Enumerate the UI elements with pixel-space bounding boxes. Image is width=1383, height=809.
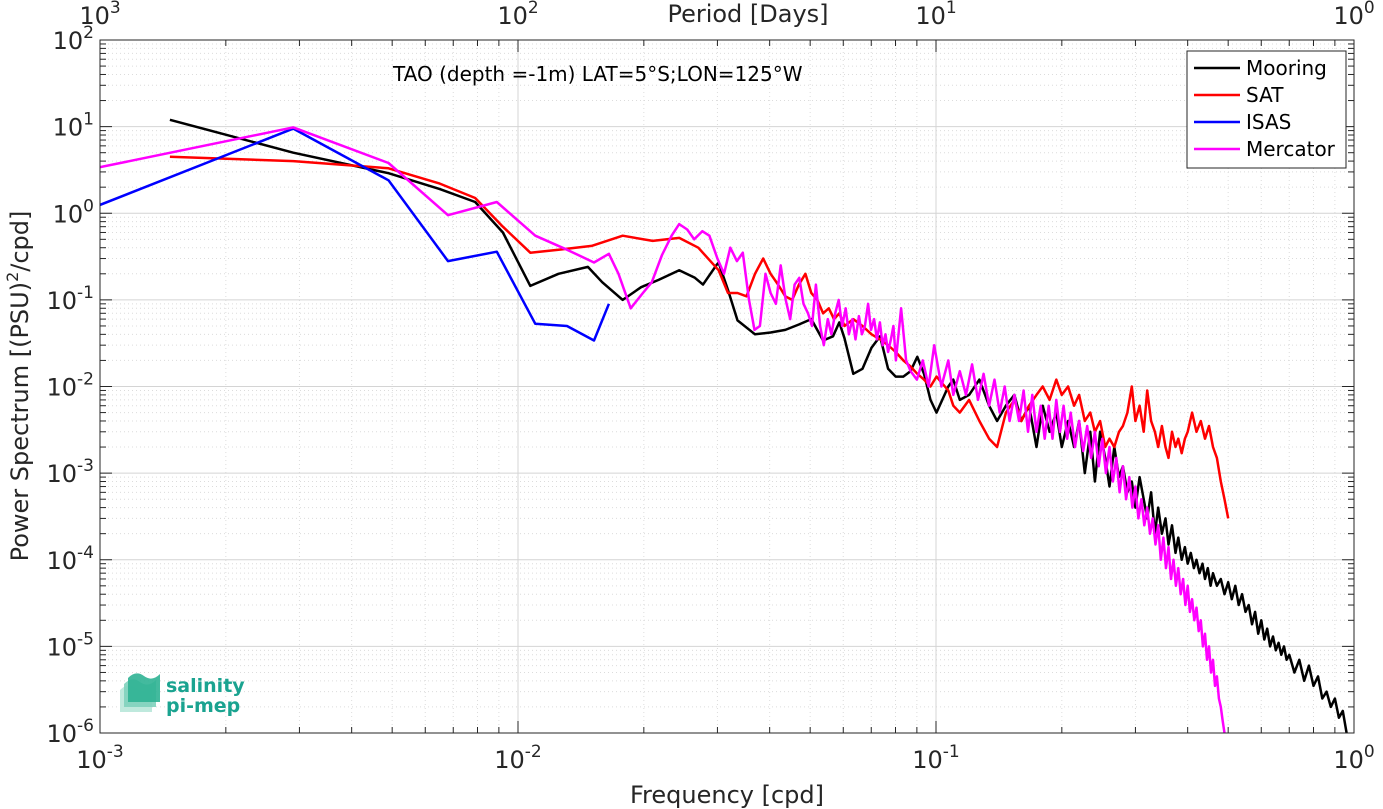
x2-tick-label-exponent: 3 (110, 0, 121, 18)
chart-annotation: TAO (depth =-1m) LAT=5°S;LON=125°W (392, 62, 803, 86)
y-tick-label: 10-3 (47, 456, 95, 488)
logo-waves-icon (120, 673, 160, 712)
x-tick-label-exponent: -3 (107, 742, 124, 762)
y-tick-label-base: 10 (53, 27, 84, 55)
y-axis-label-exponent: 2 (3, 272, 22, 282)
y-tick-label-base: 10 (53, 114, 84, 142)
y-tick-label-exponent: -2 (77, 370, 94, 390)
logo-text-line2: pi-mep (166, 695, 240, 717)
x-tick-label-exponent: -2 (525, 742, 542, 762)
x-tick-label-base: 10 (1333, 746, 1364, 774)
y-tick-label-exponent: -5 (77, 629, 94, 649)
y-tick-label: 100 (53, 196, 94, 228)
series-line-sat (169, 155, 1230, 519)
legend-label-isas: ISAS (1246, 110, 1291, 134)
y-tick-label-exponent: 1 (83, 110, 94, 130)
y-tick-label: 102 (53, 23, 94, 55)
x-tick-label: 100 (1333, 742, 1374, 774)
y-tick-label-base: 10 (47, 374, 78, 402)
y-tick-label-exponent: 2 (83, 23, 94, 43)
x-tick-label-exponent: -1 (943, 742, 960, 762)
x2-tick-label-exponent: 1 (946, 0, 957, 18)
x2-tick-label-base: 10 (79, 2, 110, 30)
y-tick-label-exponent: -1 (77, 283, 94, 303)
y-tick-label: 101 (53, 110, 94, 142)
y-tick-label-exponent: -3 (77, 456, 94, 476)
y-tick-label-base: 10 (47, 633, 78, 661)
x2-tick-label-exponent: 2 (528, 0, 539, 18)
y-tick-label-exponent: -4 (77, 543, 94, 563)
x-tick-label: 10-2 (494, 742, 542, 774)
x-tick-label-base: 10 (912, 746, 943, 774)
y-tick-label-base: 10 (47, 460, 78, 488)
x-axis-label: Frequency [cpd] (630, 781, 824, 809)
x-tick-label: 10-1 (912, 742, 960, 774)
y-tick-label: 10-5 (47, 629, 95, 661)
x-tick-label-base: 10 (494, 746, 525, 774)
y-tick-label-base: 10 (47, 287, 78, 315)
legend-label-mercator: Mercator (1246, 137, 1336, 161)
series-line-isas (100, 127, 611, 342)
x2-tick-label-exponent: 0 (1364, 0, 1375, 18)
y-tick-label-base: 10 (47, 720, 78, 748)
legend-entries: Mooring SAT ISAS Mercator (1194, 56, 1336, 161)
x2-axis-label: Period [Days] (667, 0, 828, 28)
x2-tick-label: 103 (79, 0, 120, 30)
y-tick-label-exponent: -6 (77, 716, 94, 736)
x-tick-label-base: 10 (76, 746, 107, 774)
x2-tick-label: 100 (1333, 0, 1374, 30)
x-tick-label-exponent: 0 (1364, 742, 1375, 762)
legend-label-sat: SAT (1246, 83, 1284, 107)
y-tick-label-exponent: 0 (83, 196, 94, 216)
y-axis-label: Power Spectrum [(PSU)2/cpd] (3, 211, 34, 562)
y-tick-label: 10-1 (47, 283, 95, 315)
y-tick-label: 10-2 (47, 370, 95, 402)
x2-tick-label-base: 10 (497, 2, 528, 30)
x2-tick-label-base: 10 (915, 2, 946, 30)
salinity-pi-mep-logo: salinity pi-mep (120, 673, 245, 717)
series-line-mercator (100, 126, 1226, 733)
y-tick-label: 10-6 (47, 716, 95, 748)
legend: Mooring SAT ISAS Mercator (1186, 50, 1347, 169)
x2-tick-label: 102 (497, 0, 538, 30)
y-tick-label-base: 10 (53, 200, 84, 228)
x-tick-label: 10-3 (76, 742, 124, 774)
series-lines (100, 118, 1348, 733)
x2-tick-label: 101 (915, 0, 956, 30)
y-axis-label-part2: /cpd] (6, 211, 34, 272)
y-tick-label: 10-4 (47, 543, 95, 575)
x2-tick-label-base: 10 (1333, 2, 1364, 30)
y-axis-label-part1: Power Spectrum [(PSU) (6, 282, 34, 561)
legend-label-mooring: Mooring (1246, 56, 1327, 80)
y-tick-label-base: 10 (47, 547, 78, 575)
logo-text-line1: salinity (166, 675, 245, 697)
